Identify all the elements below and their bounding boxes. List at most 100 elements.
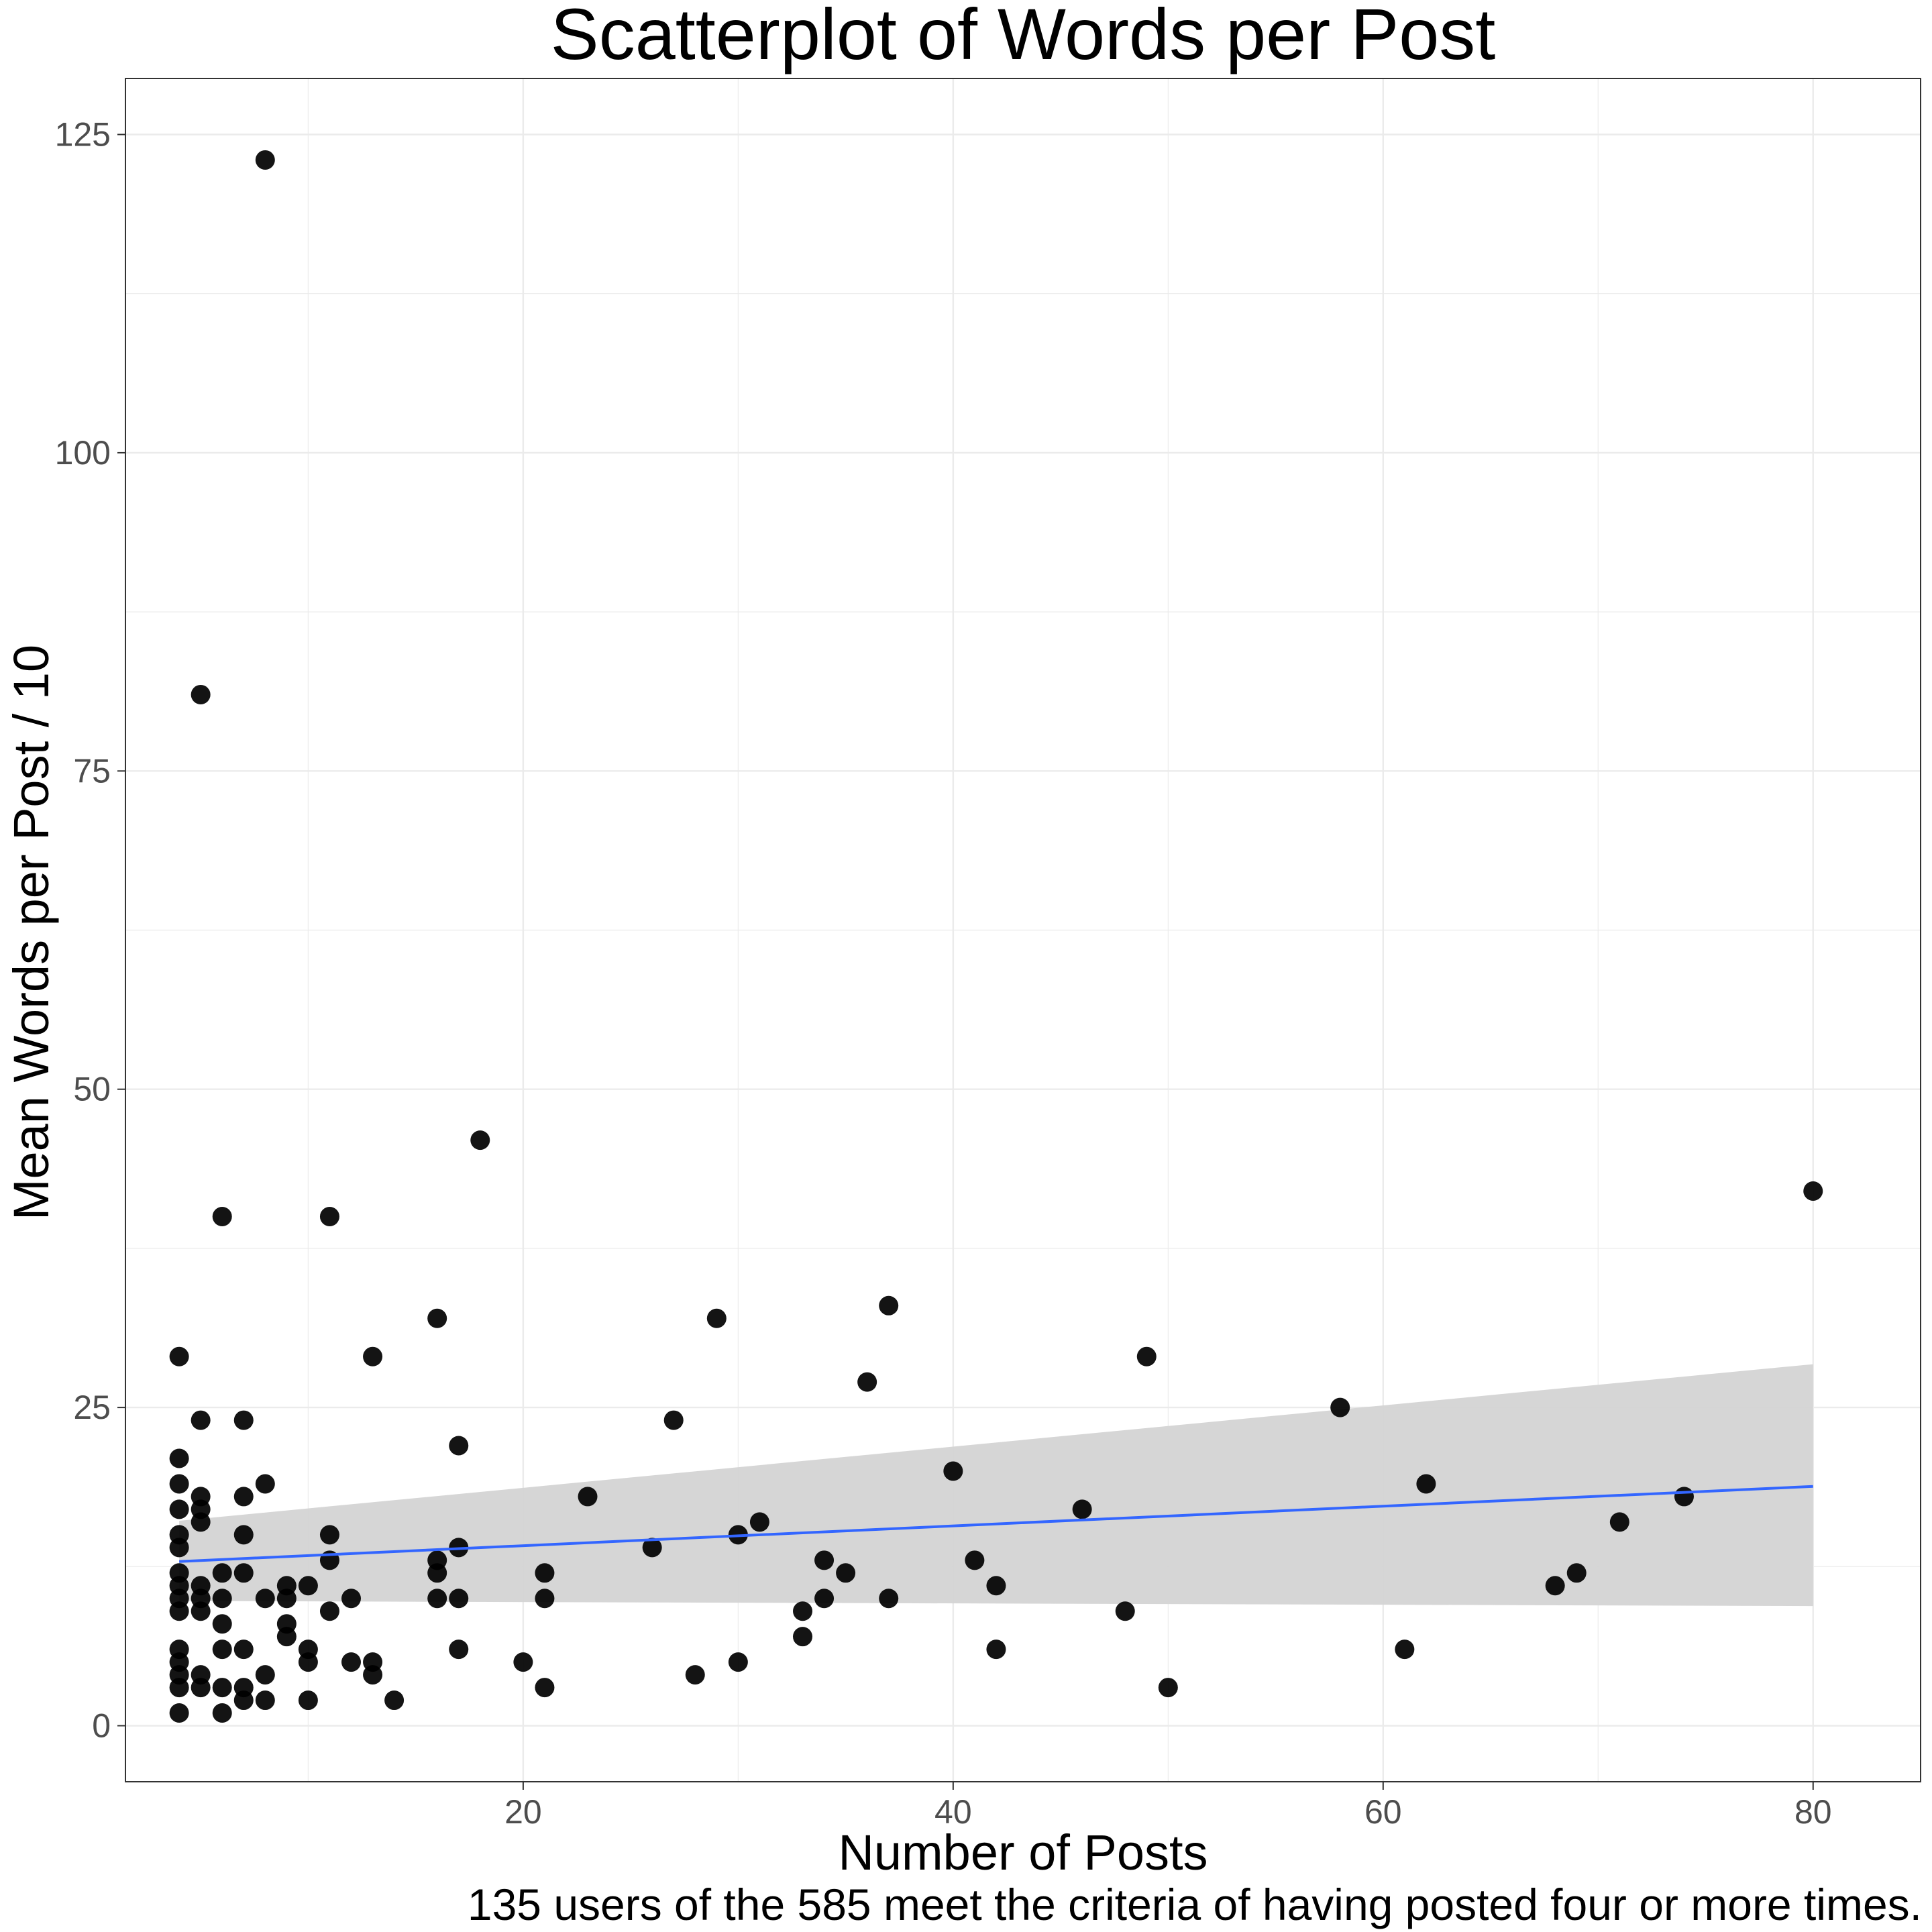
data-point <box>233 1525 254 1545</box>
y-tick-label: 0 <box>92 1707 111 1745</box>
data-point <box>191 1410 211 1430</box>
y-axis-label: Mean Words per Post / 10 <box>3 645 59 1220</box>
data-point <box>879 1295 899 1316</box>
data-point <box>233 1678 254 1698</box>
x-axis-label: Number of Posts <box>838 1825 1208 1880</box>
x-tick-label: 40 <box>934 1793 972 1831</box>
data-point <box>212 1589 232 1609</box>
x-axis-ticks: 20 40 60 80 <box>504 1782 1832 1831</box>
data-point <box>1545 1576 1565 1596</box>
data-point <box>169 1640 189 1660</box>
confidence-band <box>179 1364 1813 1607</box>
data-point <box>449 1640 469 1660</box>
data-point <box>169 1525 189 1545</box>
data-point <box>449 1436 469 1456</box>
data-point <box>384 1690 405 1711</box>
data-point <box>814 1589 835 1609</box>
data-point <box>535 1563 555 1583</box>
data-point <box>212 1206 232 1226</box>
data-point <box>836 1563 856 1583</box>
y-axis-ticks: 0 25 50 75 100 125 <box>55 115 125 1745</box>
data-point <box>749 1512 769 1532</box>
data-point <box>341 1589 362 1609</box>
data-point <box>255 1665 275 1685</box>
data-point <box>535 1678 555 1698</box>
data-point <box>642 1538 662 1558</box>
data-point <box>1416 1474 1436 1494</box>
data-point <box>965 1550 985 1570</box>
data-point <box>427 1550 447 1570</box>
data-point <box>728 1652 748 1672</box>
data-point <box>319 1601 339 1621</box>
data-point <box>169 1499 189 1519</box>
data-point <box>169 1346 189 1366</box>
data-point <box>578 1487 598 1507</box>
data-point <box>427 1308 447 1328</box>
data-point <box>191 1576 211 1596</box>
x-tick-label: 20 <box>504 1793 542 1831</box>
data-point <box>986 1576 1006 1596</box>
data-point <box>298 1640 318 1660</box>
data-point <box>233 1487 254 1507</box>
data-point <box>663 1410 684 1430</box>
data-point <box>1115 1601 1135 1621</box>
data-point <box>706 1308 727 1328</box>
data-point <box>276 1614 297 1634</box>
data-point <box>212 1678 232 1698</box>
panel-border <box>125 78 1921 1782</box>
data-point <box>255 1589 275 1609</box>
data-point <box>879 1589 899 1609</box>
data-point <box>363 1652 383 1672</box>
data-point <box>169 1448 189 1468</box>
data-point <box>814 1550 835 1570</box>
data-point <box>363 1346 383 1366</box>
data-point <box>857 1372 877 1392</box>
data-point <box>449 1589 469 1609</box>
data-point <box>319 1525 339 1545</box>
data-point <box>169 1703 189 1723</box>
data-point <box>298 1576 318 1596</box>
chart-caption: 135 users of the 585 meet the criteria o… <box>468 1880 1922 1929</box>
data-point <box>169 1563 189 1583</box>
data-point <box>535 1589 555 1609</box>
data-point <box>1158 1678 1178 1698</box>
data-point <box>212 1563 232 1583</box>
x-tick-label: 80 <box>1794 1793 1832 1831</box>
data-point <box>685 1665 705 1685</box>
data-point <box>298 1690 318 1711</box>
data-point <box>212 1640 232 1660</box>
data-point <box>513 1652 533 1672</box>
data-point <box>191 1487 211 1507</box>
y-tick-label: 25 <box>73 1389 111 1426</box>
y-tick-label: 50 <box>73 1071 111 1108</box>
data-point <box>233 1410 254 1430</box>
data-point <box>212 1703 232 1723</box>
data-point <box>191 684 211 704</box>
data-point <box>470 1130 490 1150</box>
trend-line <box>179 1485 1813 1563</box>
y-tick-label: 125 <box>55 115 111 153</box>
data-point <box>276 1576 297 1596</box>
data-point <box>255 1690 275 1711</box>
chart-title: Scatterplot of Words per Post <box>551 0 1496 74</box>
data-point <box>1395 1640 1415 1660</box>
data-point <box>1609 1512 1629 1532</box>
data-point <box>255 150 275 170</box>
data-points <box>169 150 1823 1723</box>
data-point <box>1566 1563 1587 1583</box>
data-point <box>986 1640 1006 1660</box>
data-point <box>212 1614 232 1634</box>
data-point <box>233 1640 254 1660</box>
y-tick-label: 100 <box>55 434 111 472</box>
data-point <box>233 1563 254 1583</box>
data-point <box>1136 1346 1157 1366</box>
data-point <box>1803 1181 1823 1201</box>
x-tick-label: 60 <box>1364 1793 1402 1831</box>
data-point <box>427 1589 447 1609</box>
data-point <box>169 1474 189 1494</box>
y-tick-label: 75 <box>73 752 111 790</box>
data-point <box>793 1627 813 1647</box>
data-point <box>1330 1397 1350 1417</box>
data-point <box>943 1461 963 1481</box>
